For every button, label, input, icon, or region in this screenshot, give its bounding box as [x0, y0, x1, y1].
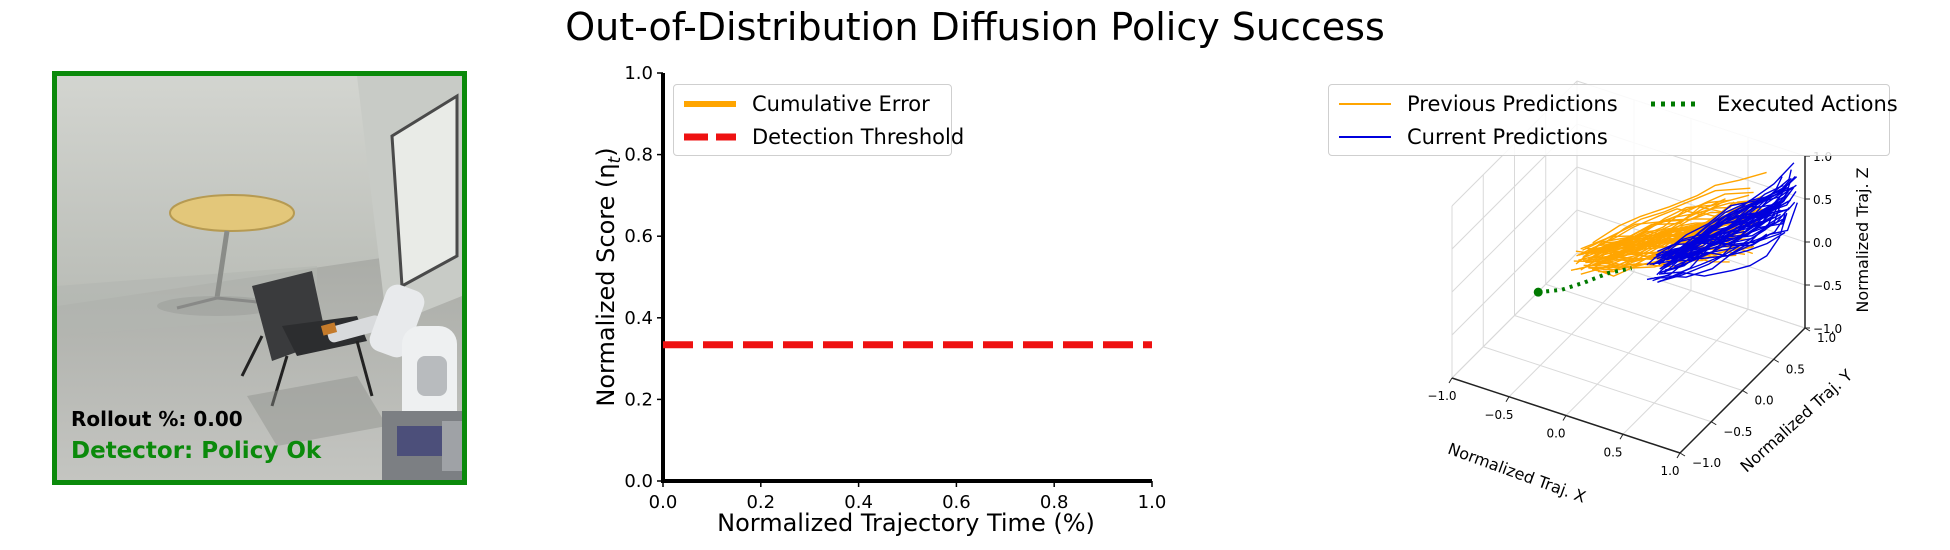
legend-swatch-executed-actions	[1649, 94, 1701, 114]
x3d-axis-label: Normalized Traj. X	[1445, 439, 1588, 507]
current-prediction-line	[1665, 201, 1782, 261]
y3d-tick-label: −1.0	[1692, 456, 1721, 470]
y3d-axis-label: Normalized Traj. Y	[1736, 366, 1856, 477]
z3d-tick-label: 0.0	[1813, 236, 1832, 250]
x3d-tick-label: 0.5	[1603, 445, 1622, 459]
current-prediction-line	[1658, 203, 1778, 275]
y3d-tick-label: 0.5	[1786, 362, 1805, 376]
x-tick-label: 0.4	[844, 492, 873, 513]
y3d-tick-label: 1.0	[1817, 331, 1836, 345]
current-prediction-line	[1673, 211, 1786, 267]
y-axis-label-eta-subscript: t	[605, 155, 625, 163]
previous-prediction-line	[1575, 199, 1731, 255]
y-tick-label: 0.2	[624, 389, 653, 410]
score-chart-legend: Cumulative Error Detection Threshold	[673, 84, 964, 156]
x-tick-label: 1.0	[1138, 492, 1167, 513]
legend-entry-detection-threshold: Detection Threshold	[684, 122, 964, 152]
legend-entry-executed-actions: Executed Actions	[1649, 89, 1898, 119]
y3d-tick-label: −0.5	[1723, 425, 1752, 439]
legend-entry-previous-predictions: Previous Predictions	[1339, 89, 1618, 119]
y-axis-label: Normalized Score (ηt)	[592, 147, 625, 406]
legend-entry-current-predictions: Current Predictions	[1339, 122, 1608, 152]
y-tick-group: 0.0 0.2 0.4 0.6 0.8 1.0	[624, 63, 663, 492]
current-prediction-line	[1663, 209, 1781, 260]
previous-prediction-line	[1601, 187, 1751, 246]
y3d-tick	[1679, 452, 1686, 457]
legend-swatch-previous-predictions	[1339, 94, 1391, 114]
legend-swatch-cumulative-error	[684, 94, 736, 114]
y-tick-label: 1.0	[624, 63, 653, 84]
x-tick-label: 0.8	[1040, 492, 1069, 513]
3d-tick-labels: −1.0−0.50.00.51.0−1.0−0.50.00.51.0−1.0−0…	[1427, 150, 1842, 478]
z3d-axis-label: Normalized Traj. Z	[1853, 167, 1872, 312]
previous-prediction-line	[1592, 171, 1767, 244]
figure-title: Out-of-Distribution Diffusion Policy Suc…	[565, 5, 1385, 49]
y3d-tick	[1773, 358, 1780, 363]
z3d-tick-label: −0.5	[1813, 279, 1842, 293]
legend-entry-cumulative-error: Cumulative Error	[684, 89, 930, 119]
x-tick-group: 0.0 0.2 0.4 0.6 0.8 1.0	[649, 481, 1167, 513]
y3d-tick	[1710, 421, 1717, 426]
rollout-percentage-text: Rollout %: 0.00	[71, 407, 243, 431]
x-tick-label: 0.2	[746, 492, 775, 513]
grid-line	[1451, 166, 1578, 293]
y-tick-label: 0.0	[624, 471, 653, 492]
trajectory-chart-legend: Previous Predictions Current Predictions…	[1328, 84, 1898, 156]
x-tick-label: 0.0	[649, 492, 678, 513]
executed-actions-start-point	[1533, 287, 1543, 297]
legend-label-executed-actions: Executed Actions	[1717, 92, 1898, 116]
legend-label-cumulative-error: Cumulative Error	[752, 92, 930, 116]
current-prediction-line	[1671, 169, 1792, 265]
detector-status-text: Detector: Policy Ok	[71, 438, 322, 464]
grid-line	[1622, 308, 1749, 435]
grid-line	[1576, 166, 1806, 243]
legend-label-current-predictions: Current Predictions	[1407, 125, 1608, 149]
3d-trajectories	[1533, 162, 1798, 297]
y3d-tick	[1742, 390, 1748, 394]
y3d-tick-label: 0.0	[1755, 394, 1774, 408]
current-prediction-line	[1662, 231, 1786, 260]
current-prediction-line	[1658, 162, 1795, 266]
x3d-tick-label: 1.0	[1660, 464, 1679, 478]
x3d-tick	[1505, 396, 1510, 403]
x3d-tick-label: −0.5	[1484, 408, 1513, 422]
y-tick-label: 0.8	[624, 145, 653, 166]
current-prediction-line	[1667, 190, 1790, 258]
x-tick-label: 0.6	[942, 492, 971, 513]
legend-label-detection-threshold: Detection Threshold	[752, 125, 965, 149]
current-prediction-line	[1663, 186, 1795, 266]
executed-actions-line	[1537, 266, 1633, 295]
z3d-tick-label: 0.5	[1813, 193, 1832, 207]
camera-view: Rollout %: 0.00 Detector: Policy Ok	[52, 71, 467, 485]
y-tick-label: 0.4	[624, 308, 653, 329]
y-axis-label-main: Normalized Score (η	[592, 163, 620, 406]
legend-label-previous-predictions: Previous Predictions	[1407, 92, 1618, 116]
y-axis-label-suffix: )	[592, 147, 620, 156]
y-tick-label: 0.6	[624, 226, 653, 247]
x-axis-label: Normalized Trajectory Time (%)	[717, 509, 1095, 537]
x3d-tick	[1562, 415, 1567, 421]
x3d-tick	[1619, 433, 1624, 440]
grid-line	[1545, 283, 1774, 360]
legend-swatch-current-predictions	[1339, 127, 1391, 147]
x3d-tick-label: −1.0	[1427, 389, 1456, 403]
current-prediction-line	[1667, 176, 1798, 250]
current-prediction-line	[1657, 236, 1781, 283]
z3d-tick-label: −1.0	[1813, 322, 1842, 336]
x3d-tick	[1448, 377, 1453, 384]
robot-arm-scene-icon	[57, 76, 462, 480]
x3d-tick-label: 0.0	[1546, 427, 1565, 441]
grid-line	[1514, 315, 1743, 391]
legend-swatch-detection-threshold	[684, 127, 736, 147]
x3d-tick	[1676, 452, 1681, 459]
